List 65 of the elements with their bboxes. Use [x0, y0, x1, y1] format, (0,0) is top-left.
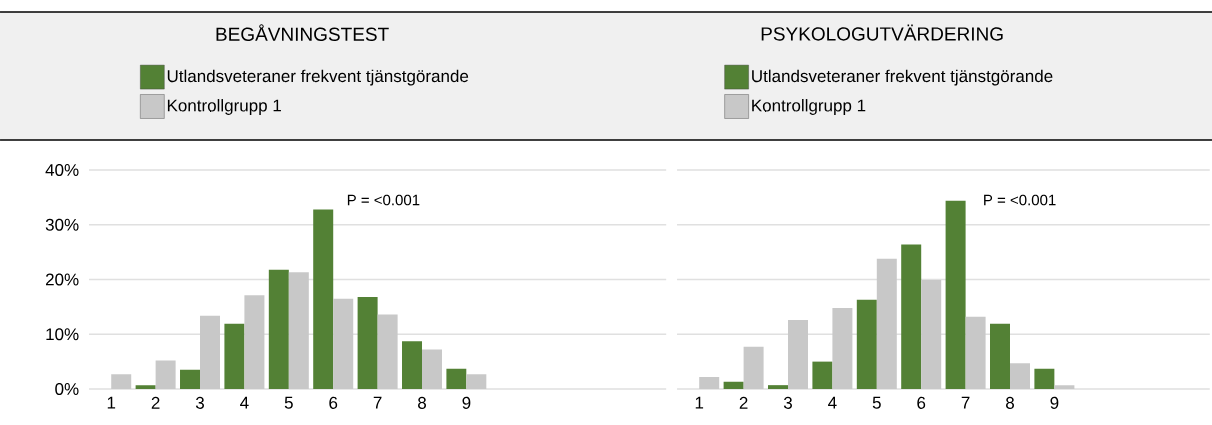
bar — [446, 368, 467, 389]
bar — [135, 385, 156, 389]
y-tick-label: 10% — [46, 328, 79, 341]
bar — [723, 381, 744, 389]
bar — [1010, 363, 1030, 389]
x-tick-label: 3 — [783, 396, 792, 409]
bar — [876, 258, 897, 389]
bar — [313, 209, 334, 389]
bar — [111, 374, 132, 389]
bar — [768, 385, 789, 389]
y-tick-label: 0% — [55, 382, 79, 396]
x-tick-label: 7 — [373, 396, 382, 409]
bar — [1034, 368, 1055, 389]
x-tick-label: 2 — [739, 396, 748, 409]
bar — [357, 297, 378, 389]
bar — [333, 298, 354, 389]
x-tick-label: 9 — [1050, 396, 1059, 409]
bar — [921, 280, 942, 389]
x-tick-label: 1 — [695, 396, 704, 409]
bar — [422, 349, 443, 389]
chart-title: PSYKOLOGUTVÄRDERING — [761, 24, 1003, 41]
annotation: P = <0.001 — [347, 194, 420, 206]
bar — [224, 323, 245, 389]
x-tick-label: 4 — [828, 396, 837, 409]
chart-title: BEGÅVNINGSTEST — [216, 24, 389, 41]
bar — [466, 374, 487, 389]
legend-label: Utlandsveteraner frekvent tjänstgörande — [752, 69, 1053, 86]
x-tick-label: 5 — [284, 396, 293, 409]
bar — [699, 376, 720, 389]
bar — [402, 341, 423, 389]
bar — [856, 299, 877, 389]
bar — [965, 316, 986, 389]
x-tick-label: 8 — [1006, 396, 1014, 409]
bar — [812, 361, 833, 389]
bar — [743, 346, 764, 389]
bar — [155, 360, 176, 389]
y-tick-label: 20% — [45, 273, 79, 286]
legend-label: Utlandsveteraner frekvent tjänstgörande — [167, 69, 469, 86]
legend-label: Kontrollgrupp 1 — [752, 99, 866, 115]
bar — [244, 295, 265, 389]
bar — [180, 369, 201, 389]
bar — [377, 314, 398, 389]
annotation: P = <0.001 — [984, 194, 1056, 206]
x-tick-label: 1 — [107, 396, 116, 409]
x-tick-label: 6 — [329, 396, 338, 409]
x-tick-label: 4 — [240, 396, 249, 409]
bar — [788, 320, 809, 389]
x-tick-label: 7 — [961, 396, 970, 409]
x-tick-label: 6 — [917, 396, 926, 409]
x-tick-label: 2 — [151, 396, 160, 409]
bar — [990, 323, 1010, 389]
y-tick-label: 40% — [45, 163, 79, 177]
x-tick-label: 9 — [462, 396, 471, 409]
x-tick-label: 5 — [872, 396, 881, 409]
y-tick-label: 30% — [45, 218, 79, 231]
bar — [1054, 385, 1075, 389]
bar — [268, 269, 289, 389]
bar — [945, 200, 966, 389]
legend-label: Kontrollgrupp 1 — [167, 99, 281, 115]
bar — [288, 272, 309, 389]
x-tick-label: 3 — [195, 396, 204, 409]
bar — [901, 244, 922, 389]
x-tick-label: 8 — [418, 396, 426, 409]
bar — [200, 315, 221, 389]
bar — [832, 307, 853, 389]
